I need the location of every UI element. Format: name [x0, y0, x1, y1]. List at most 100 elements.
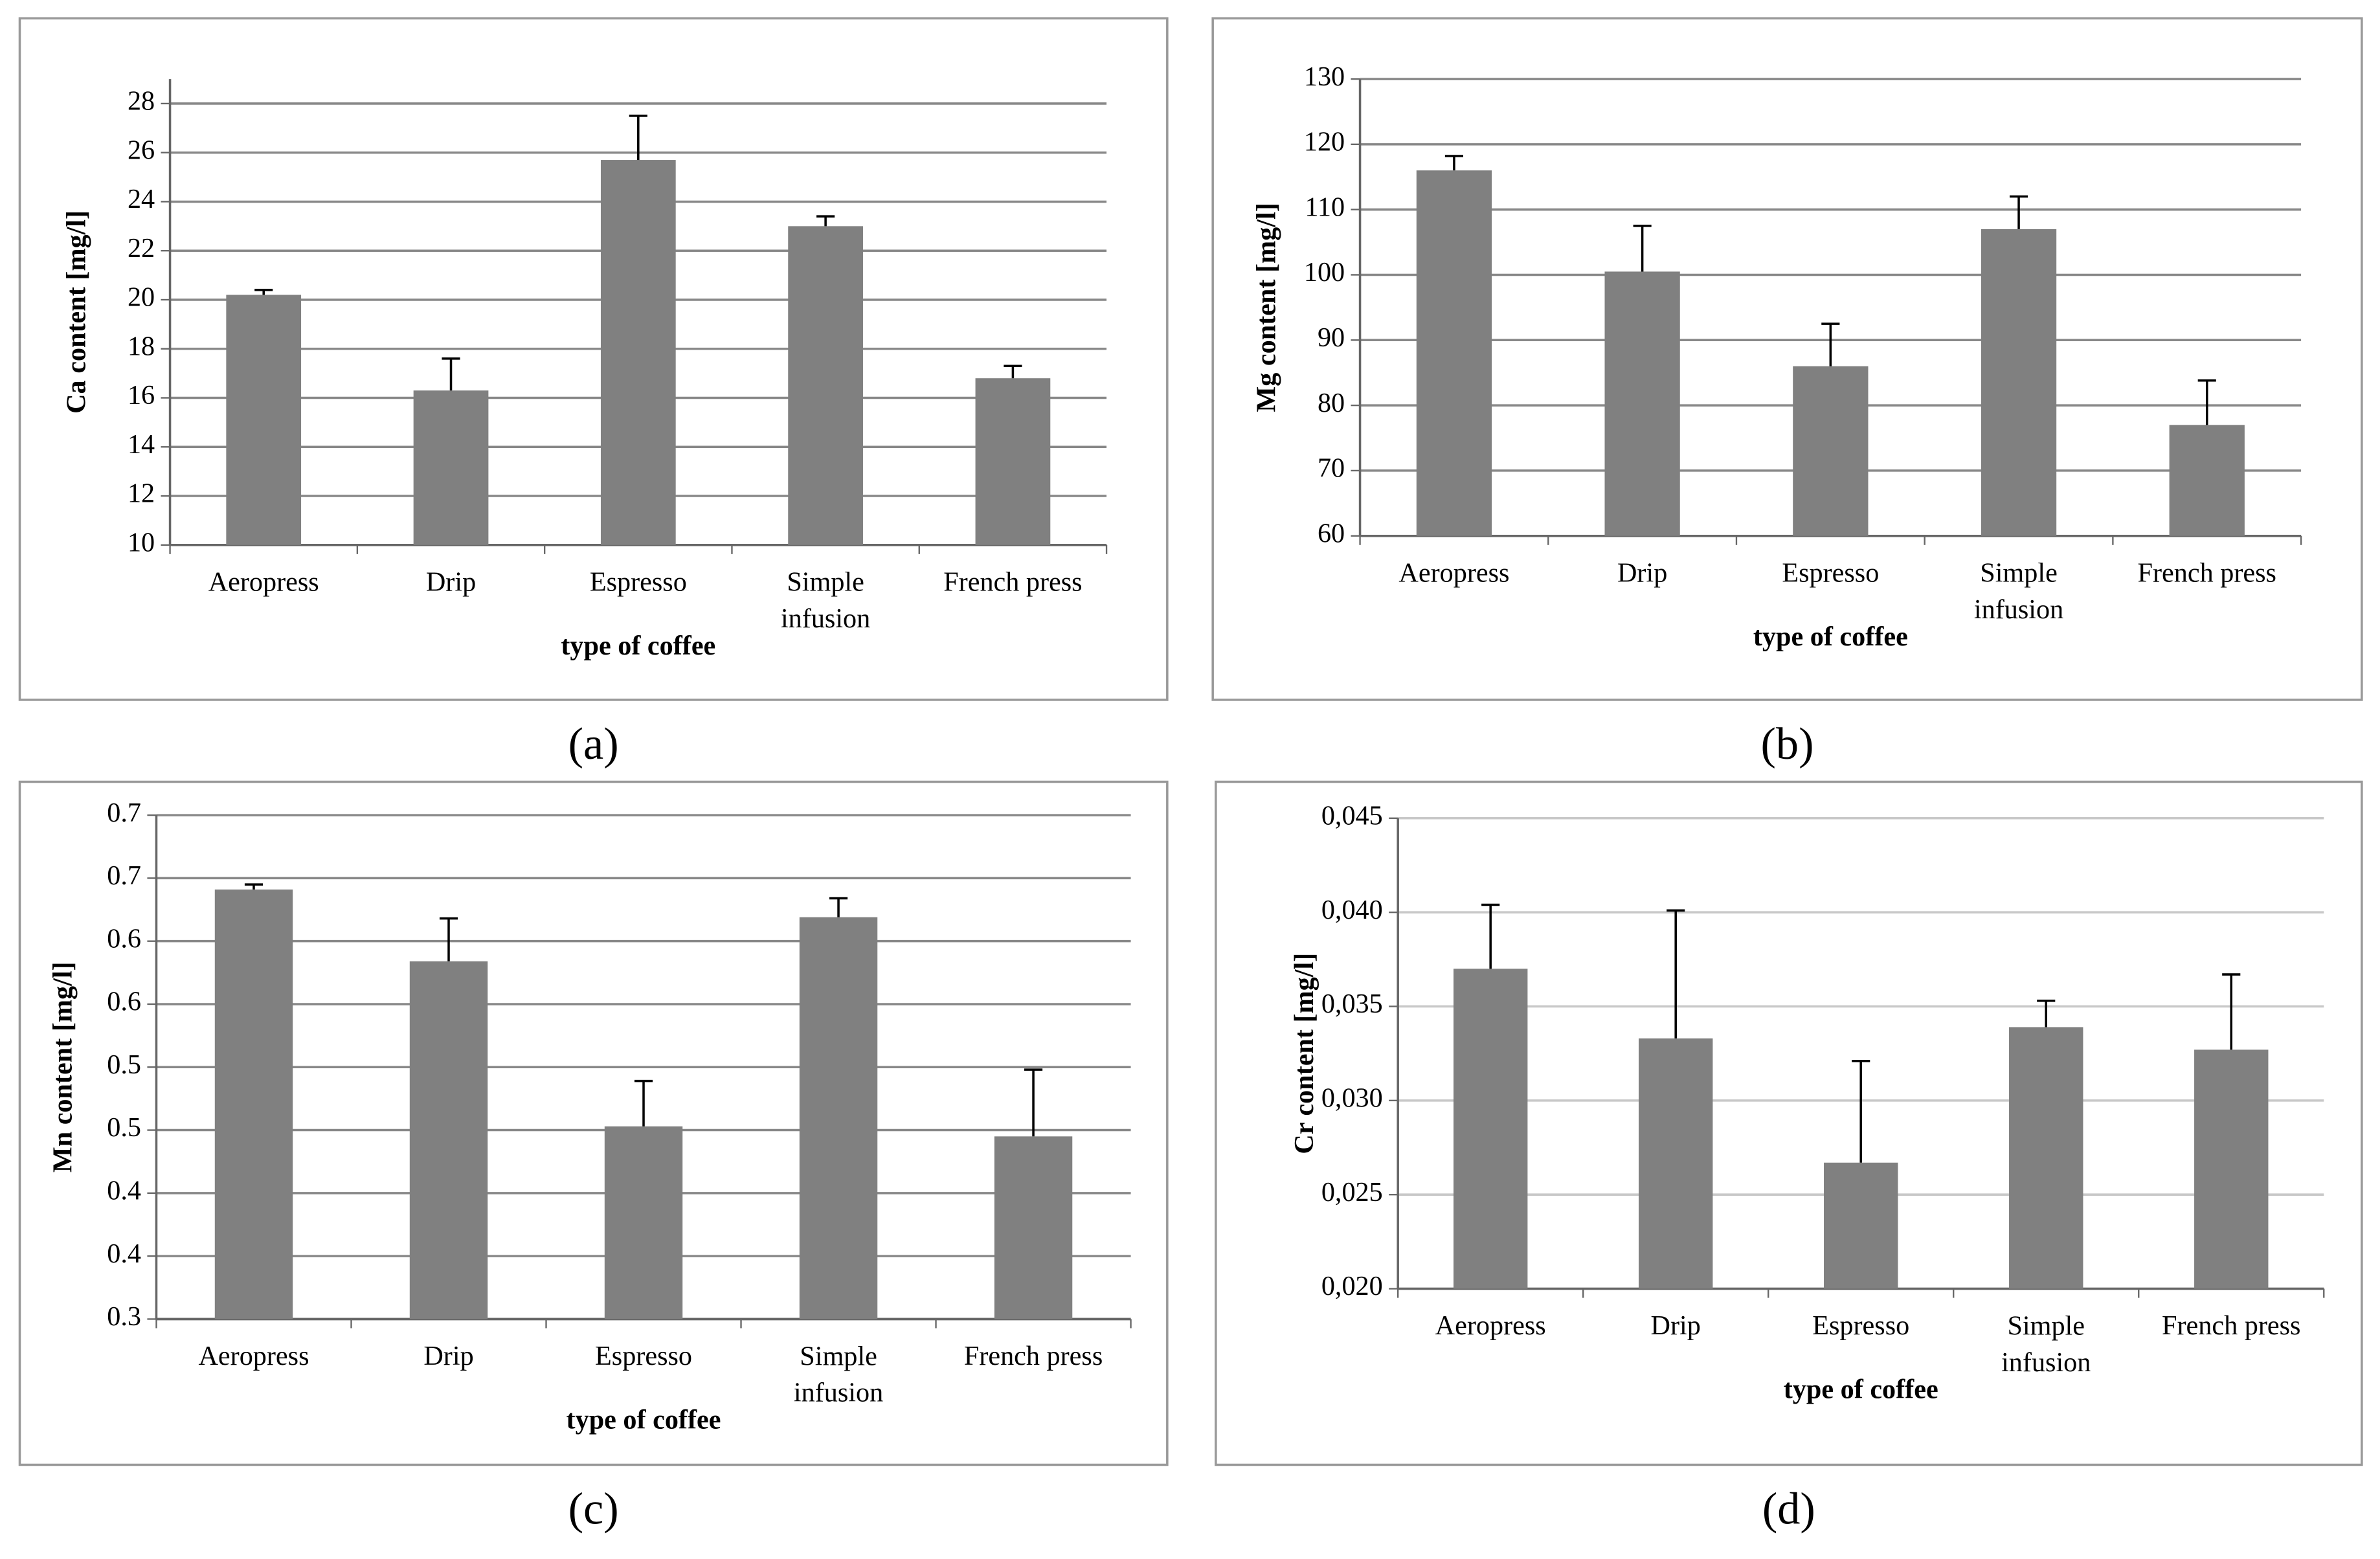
y-tick-label: 12: [128, 478, 155, 509]
y-tick-label: 0,045: [1321, 800, 1383, 831]
y-tick-label: 130: [1304, 62, 1345, 92]
y-tick-label: 16: [128, 380, 155, 410]
y-tick-label: 14: [128, 429, 155, 460]
x-tick-label: French press: [2138, 557, 2276, 588]
y-tick-label: 0.5: [107, 1049, 141, 1080]
y-tick-label: 20: [128, 282, 155, 313]
bar: [2009, 1027, 2083, 1289]
y-tick-label: 0,030: [1321, 1083, 1383, 1114]
bar: [1981, 229, 2057, 536]
error-bar: [1444, 155, 1463, 171]
y-axis-title: Ca content [mg/l]: [62, 210, 92, 414]
error-bar: [2197, 379, 2216, 425]
y-tick-label: 24: [128, 184, 155, 214]
bar: [799, 917, 878, 1319]
x-tick-label: Simple infusion: [1974, 557, 2063, 624]
bar: [2194, 1049, 2269, 1289]
x-tick-label: Drip: [1617, 557, 1667, 588]
x-tick-label: Espresso: [1782, 557, 1879, 588]
x-tick-label: Aeropress: [1398, 557, 1509, 588]
bar: [1639, 1038, 1713, 1289]
error-bar: [1821, 322, 1840, 366]
error-bar: [439, 917, 458, 961]
bar: [994, 1136, 1073, 1319]
error-bar: [2037, 1000, 2056, 1027]
error-bar: [1852, 1060, 1870, 1163]
y-tick-label: 28: [128, 86, 155, 117]
y-tick-label: 0.7: [107, 860, 141, 891]
error-bar: [634, 1079, 653, 1127]
error-bar: [1633, 225, 1652, 272]
y-tick-label: 10: [128, 527, 155, 557]
y-tick-label: 60: [1318, 518, 1345, 548]
y-tick-label: 0.6: [107, 987, 141, 1017]
y-axis-title: Mg content [mg/l]: [1252, 203, 1282, 412]
bar: [1453, 969, 1528, 1289]
bar: [409, 961, 488, 1319]
y-tick-label: 0.3: [107, 1301, 141, 1332]
y-tick-label: 18: [128, 331, 155, 361]
error-bar: [2009, 195, 2028, 229]
y-tick-label: 80: [1318, 388, 1345, 418]
panel-label: (b): [1761, 719, 1814, 769]
x-axis-title: type of coffee: [561, 631, 715, 661]
panel-frame: [1215, 780, 2363, 1466]
x-tick-label: Aeropress: [198, 1341, 309, 1371]
error-bar: [254, 289, 273, 295]
y-tick-label: 110: [1305, 192, 1345, 222]
error-bar: [442, 357, 460, 391]
y-tick-label: 0.6: [107, 923, 141, 954]
x-tick-label: Aeropress: [208, 566, 319, 597]
y-tick-label: 0.4: [107, 1176, 141, 1206]
x-tick-label: Simple infusion: [794, 1341, 883, 1408]
x-tick-label: Drip: [1651, 1310, 1701, 1341]
bar: [413, 390, 489, 545]
bar: [604, 1126, 683, 1319]
y-tick-label: 0,040: [1321, 895, 1383, 925]
x-tick-label: Simple infusion: [781, 566, 870, 633]
x-axis-title: type of coffee: [1753, 622, 1908, 652]
bar: [226, 295, 302, 545]
x-tick-label: French press: [964, 1341, 1103, 1371]
error-bar: [1004, 365, 1022, 379]
bar: [1793, 366, 1869, 536]
y-tick-label: 100: [1304, 257, 1345, 287]
x-axis-title: type of coffee: [567, 1405, 721, 1435]
error-bar: [816, 215, 835, 227]
y-tick-label: 0.5: [107, 1112, 141, 1143]
panel-frame: [18, 780, 1169, 1466]
y-tick-label: 70: [1318, 453, 1345, 484]
x-tick-label: Espresso: [595, 1341, 692, 1371]
error-bar: [629, 115, 647, 161]
bar: [975, 378, 1051, 545]
y-tick-label: 120: [1304, 127, 1345, 157]
x-axis-title: type of coffee: [1784, 1374, 1938, 1405]
y-axis-title: Cr content [mg/l]: [1289, 953, 1319, 1154]
x-tick-label: Drip: [423, 1341, 473, 1371]
panel-label: (c): [568, 1484, 619, 1534]
x-tick-label: Drip: [426, 566, 476, 597]
y-tick-label: 26: [128, 135, 155, 165]
y-tick-label: 0.7: [107, 798, 141, 828]
bar: [1416, 170, 1492, 536]
x-tick-label: Espresso: [1812, 1310, 1909, 1341]
y-axis-title: Mn content [mg/l]: [47, 961, 78, 1172]
y-tick-label: 0,025: [1321, 1177, 1383, 1207]
y-tick-label: 22: [128, 233, 155, 264]
y-tick-label: 0,020: [1321, 1271, 1383, 1301]
panel-label: (a): [568, 719, 619, 769]
bar: [1824, 1162, 1898, 1289]
error-bar: [1024, 1068, 1043, 1137]
panel-frame: [18, 17, 1169, 701]
x-tick-label: French press: [2162, 1310, 2300, 1341]
bar: [214, 889, 293, 1319]
error-bar: [2222, 973, 2241, 1050]
panel-frame: [1211, 17, 2363, 701]
bar: [1604, 271, 1680, 536]
y-tick-label: 0.4: [107, 1239, 141, 1269]
y-tick-label: 0,035: [1321, 989, 1383, 1019]
x-tick-label: Espresso: [590, 566, 687, 597]
y-tick-label: 90: [1318, 322, 1345, 353]
